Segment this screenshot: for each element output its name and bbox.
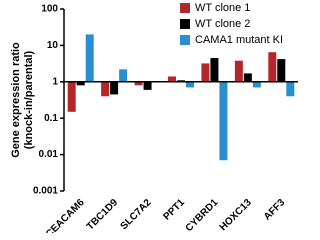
legend-swatch	[180, 3, 190, 13]
bar	[268, 52, 277, 82]
legend-swatch	[180, 35, 190, 45]
y-axis-label: Gene expression ratio	[10, 42, 22, 158]
x-tick-label: PPT1	[162, 197, 188, 223]
bar	[76, 81, 85, 86]
bar	[286, 81, 295, 97]
bar	[201, 63, 210, 82]
bar	[101, 81, 110, 97]
y-tick-label: 0.1	[44, 113, 58, 124]
bar	[177, 80, 185, 82]
y-tick-label: 100	[41, 4, 58, 15]
bar	[110, 81, 119, 95]
y-axis-label: (knock-in/parental)	[23, 50, 35, 149]
x-tick-label: SLC7A2	[119, 197, 154, 232]
y-tick-label: 10	[47, 40, 59, 51]
x-tick-label: CYBRD1	[184, 197, 221, 233]
x-tick-label: TBC1D9	[85, 197, 121, 233]
bar	[219, 81, 228, 161]
legend-swatch	[180, 19, 190, 29]
legend-label: WT clone 1	[195, 2, 250, 14]
bar	[134, 81, 143, 86]
bar	[243, 73, 252, 82]
bar	[277, 59, 286, 82]
y-tick-label: 1	[52, 76, 58, 87]
bar	[119, 69, 128, 82]
bar	[210, 58, 219, 82]
chart: Gene expression ratio (knock-in/parental…	[10, 2, 298, 233]
legend-label: CAMA1 mutant KI	[195, 34, 283, 46]
bar	[143, 81, 152, 90]
legend-label: WT clone 2	[195, 18, 250, 30]
y-tick-label: 0.001	[33, 186, 58, 197]
bar	[67, 81, 76, 112]
bar	[168, 76, 176, 82]
x-tick-label: CEACAM6	[44, 197, 87, 233]
bar	[252, 81, 261, 88]
x-tick-label: AFF3	[262, 197, 288, 223]
bar	[234, 60, 243, 82]
bar	[186, 81, 194, 88]
x-tick-label: HOXC13	[218, 197, 254, 233]
y-tick-label: 0.01	[39, 149, 59, 160]
bar	[85, 34, 94, 82]
